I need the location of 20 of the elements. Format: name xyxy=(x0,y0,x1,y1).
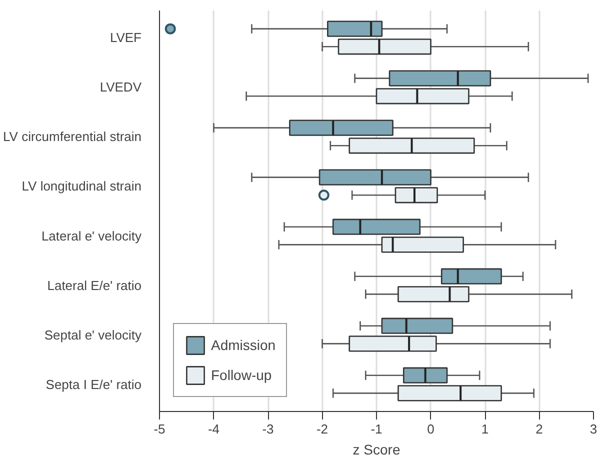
y-tick-label: Septal e' velocity xyxy=(44,327,142,342)
x-tick-label: 1 xyxy=(481,422,489,436)
legend-label: Follow-up xyxy=(211,367,272,383)
y-tick-label: LVEDV xyxy=(100,80,142,95)
y-tick-label: Septa I E/e' ratio xyxy=(46,376,142,392)
x-tick-label: -2 xyxy=(316,422,328,436)
y-tick-label: LV longitudinal strain xyxy=(22,178,142,194)
x-tick-label: -1 xyxy=(370,422,382,436)
x-tick-label: -3 xyxy=(262,422,274,436)
y-tick-label: LV circumferential strain xyxy=(3,129,142,144)
y-tick-label: Lateral e' velocity xyxy=(41,228,142,244)
x-axis-title: z Score xyxy=(352,442,400,458)
x-tick-label: 0 xyxy=(427,422,434,436)
x-tick-label: 2 xyxy=(536,422,543,436)
y-tick-label: LVEF xyxy=(110,30,142,46)
x-tick-label: 3 xyxy=(590,422,598,436)
legend-label: Admission xyxy=(211,337,276,353)
x-tick-label: -4 xyxy=(208,422,220,436)
y-tick-label: Lateral E/e' ratio xyxy=(47,278,142,293)
x-tick-label: -5 xyxy=(154,422,166,436)
